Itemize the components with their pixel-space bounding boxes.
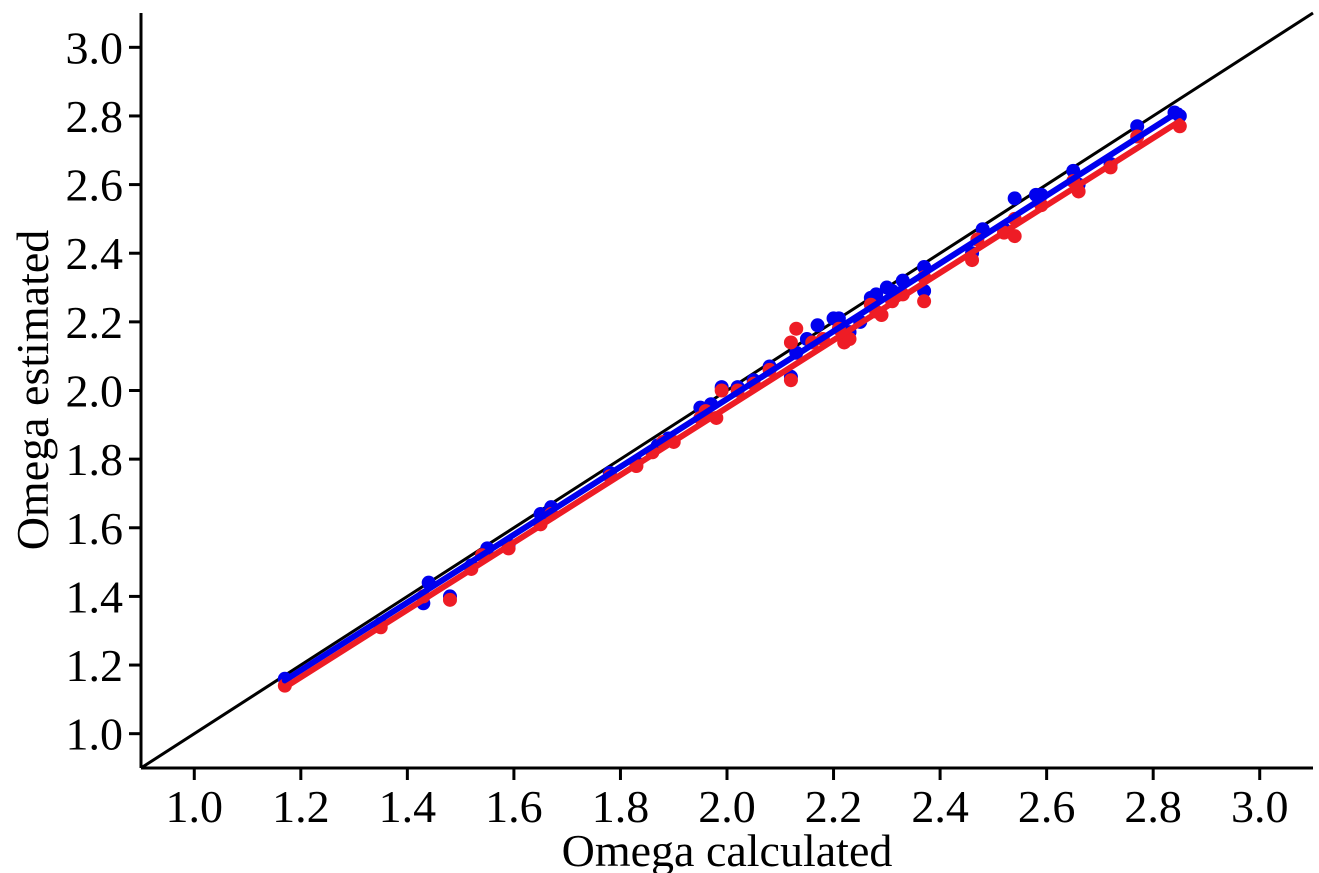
y-tick-label: 1.4	[66, 571, 124, 622]
x-tick-label: 2.0	[698, 781, 756, 832]
y-axis: 1.0 1.2 1.4 1.6 1.8 2.0 2.2 2.4 2.6 2.8 3.0	[66, 13, 143, 768]
x-axis: 1.0 1.2 1.4 1.6 1.8 2.0 2.2 2.4 2.6 2.8 3.0	[141, 766, 1313, 832]
plot-area	[140, 11, 1314, 770]
x-tick-label: 1.8	[592, 781, 650, 832]
x-tick-label: 2.8	[1124, 781, 1182, 832]
y-tick-label: 2.2	[66, 297, 124, 348]
y-tick-label: 2.0	[66, 366, 124, 417]
data-point	[869, 287, 884, 302]
y-axis-title: Omega estimated	[7, 230, 58, 551]
y-tick-label: 2.8	[66, 91, 124, 142]
x-axis-title: Omega calculated	[562, 825, 893, 873]
y-tick-label: 1.0	[66, 709, 124, 760]
x-tick-label: 3.0	[1231, 781, 1289, 832]
x-tick-label: 2.2	[805, 781, 863, 832]
x-tick-label: 1.6	[485, 781, 543, 832]
x-tick-label: 1.4	[379, 781, 437, 832]
x-tick-label: 2.6	[1018, 781, 1076, 832]
x-tick-label: 1.2	[272, 781, 330, 832]
data-point	[1130, 119, 1145, 134]
data-point	[783, 335, 798, 350]
x-tick-label: 2.4	[911, 781, 969, 832]
y-tick-label: 1.6	[66, 503, 124, 554]
data-point	[789, 321, 804, 336]
x-tick-label: 1.0	[166, 781, 224, 832]
data-point	[810, 318, 825, 333]
data-point	[831, 311, 846, 326]
data-point	[1007, 229, 1022, 244]
fit-line-0	[281, 107, 1183, 684]
y-tick-label: 1.2	[66, 640, 124, 691]
data-point	[442, 592, 457, 607]
y-tick-label: 3.0	[66, 22, 124, 73]
y-tick-label: 2.4	[66, 228, 124, 279]
data-point	[1007, 191, 1022, 206]
fit-line-1	[281, 118, 1183, 691]
data-point	[714, 383, 729, 398]
data-point	[783, 373, 798, 388]
y-tick-label: 1.8	[66, 434, 124, 485]
data-point	[917, 294, 932, 309]
y-tick-label: 2.6	[66, 160, 124, 211]
